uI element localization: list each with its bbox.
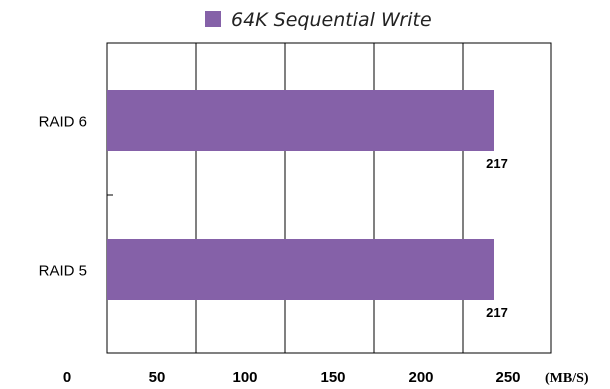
x-tick-label: 50 [149, 369, 166, 386]
x-tick-label: 200 [408, 369, 433, 386]
category-labels: RAID 6 RAID 5 [39, 114, 87, 280]
x-tick-label: 250 [495, 369, 520, 386]
data-label: 217 [486, 305, 508, 320]
category-label: RAID 5 [39, 263, 87, 280]
x-tick-label: 100 [232, 369, 257, 386]
bar [107, 90, 494, 151]
legend-label: 64K Sequential Write [231, 9, 432, 31]
bar [107, 239, 494, 300]
gridlines [195, 43, 464, 353]
legend-swatch [205, 11, 221, 27]
category-label: RAID 6 [39, 114, 87, 131]
data-labels: 217 217 [486, 156, 508, 320]
bars [107, 90, 494, 300]
legend: 64K Sequential Write [205, 9, 432, 31]
x-tick-label: 0 [63, 369, 71, 386]
plot-frame [106, 42, 552, 354]
x-tick-label: 150 [320, 369, 345, 386]
x-tick-labels: 0 50 100 150 200 250 [63, 369, 521, 386]
data-label: 217 [486, 156, 508, 171]
x-unit-label: (MB/S) [545, 371, 589, 386]
